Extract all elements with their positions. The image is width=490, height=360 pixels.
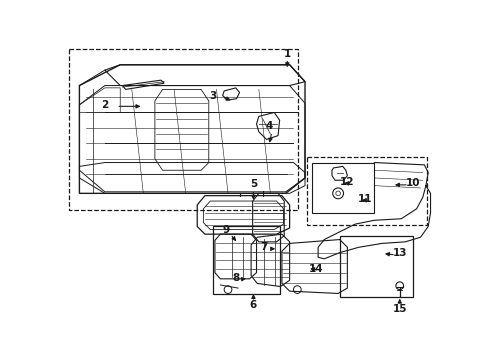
Text: 10: 10 [406, 178, 420, 188]
Bar [69, 49, 298, 210]
Bar [312, 163, 373, 213]
Text: 14: 14 [309, 264, 324, 274]
Text: 2: 2 [101, 100, 108, 110]
Text: 13: 13 [392, 248, 407, 258]
Text: 7: 7 [261, 242, 268, 252]
Bar [213, 226, 280, 294]
Text: 11: 11 [358, 194, 372, 204]
Text: 1: 1 [284, 49, 291, 59]
Text: 3: 3 [209, 91, 216, 100]
Bar [340, 236, 413, 297]
Bar [307, 157, 427, 225]
Text: 4: 4 [265, 121, 272, 131]
Text: 8: 8 [232, 273, 239, 283]
Text: 9: 9 [223, 225, 230, 235]
Text: 6: 6 [250, 300, 257, 310]
Text: 5: 5 [250, 179, 257, 189]
Text: 12: 12 [340, 177, 355, 187]
Text: 15: 15 [392, 304, 407, 314]
